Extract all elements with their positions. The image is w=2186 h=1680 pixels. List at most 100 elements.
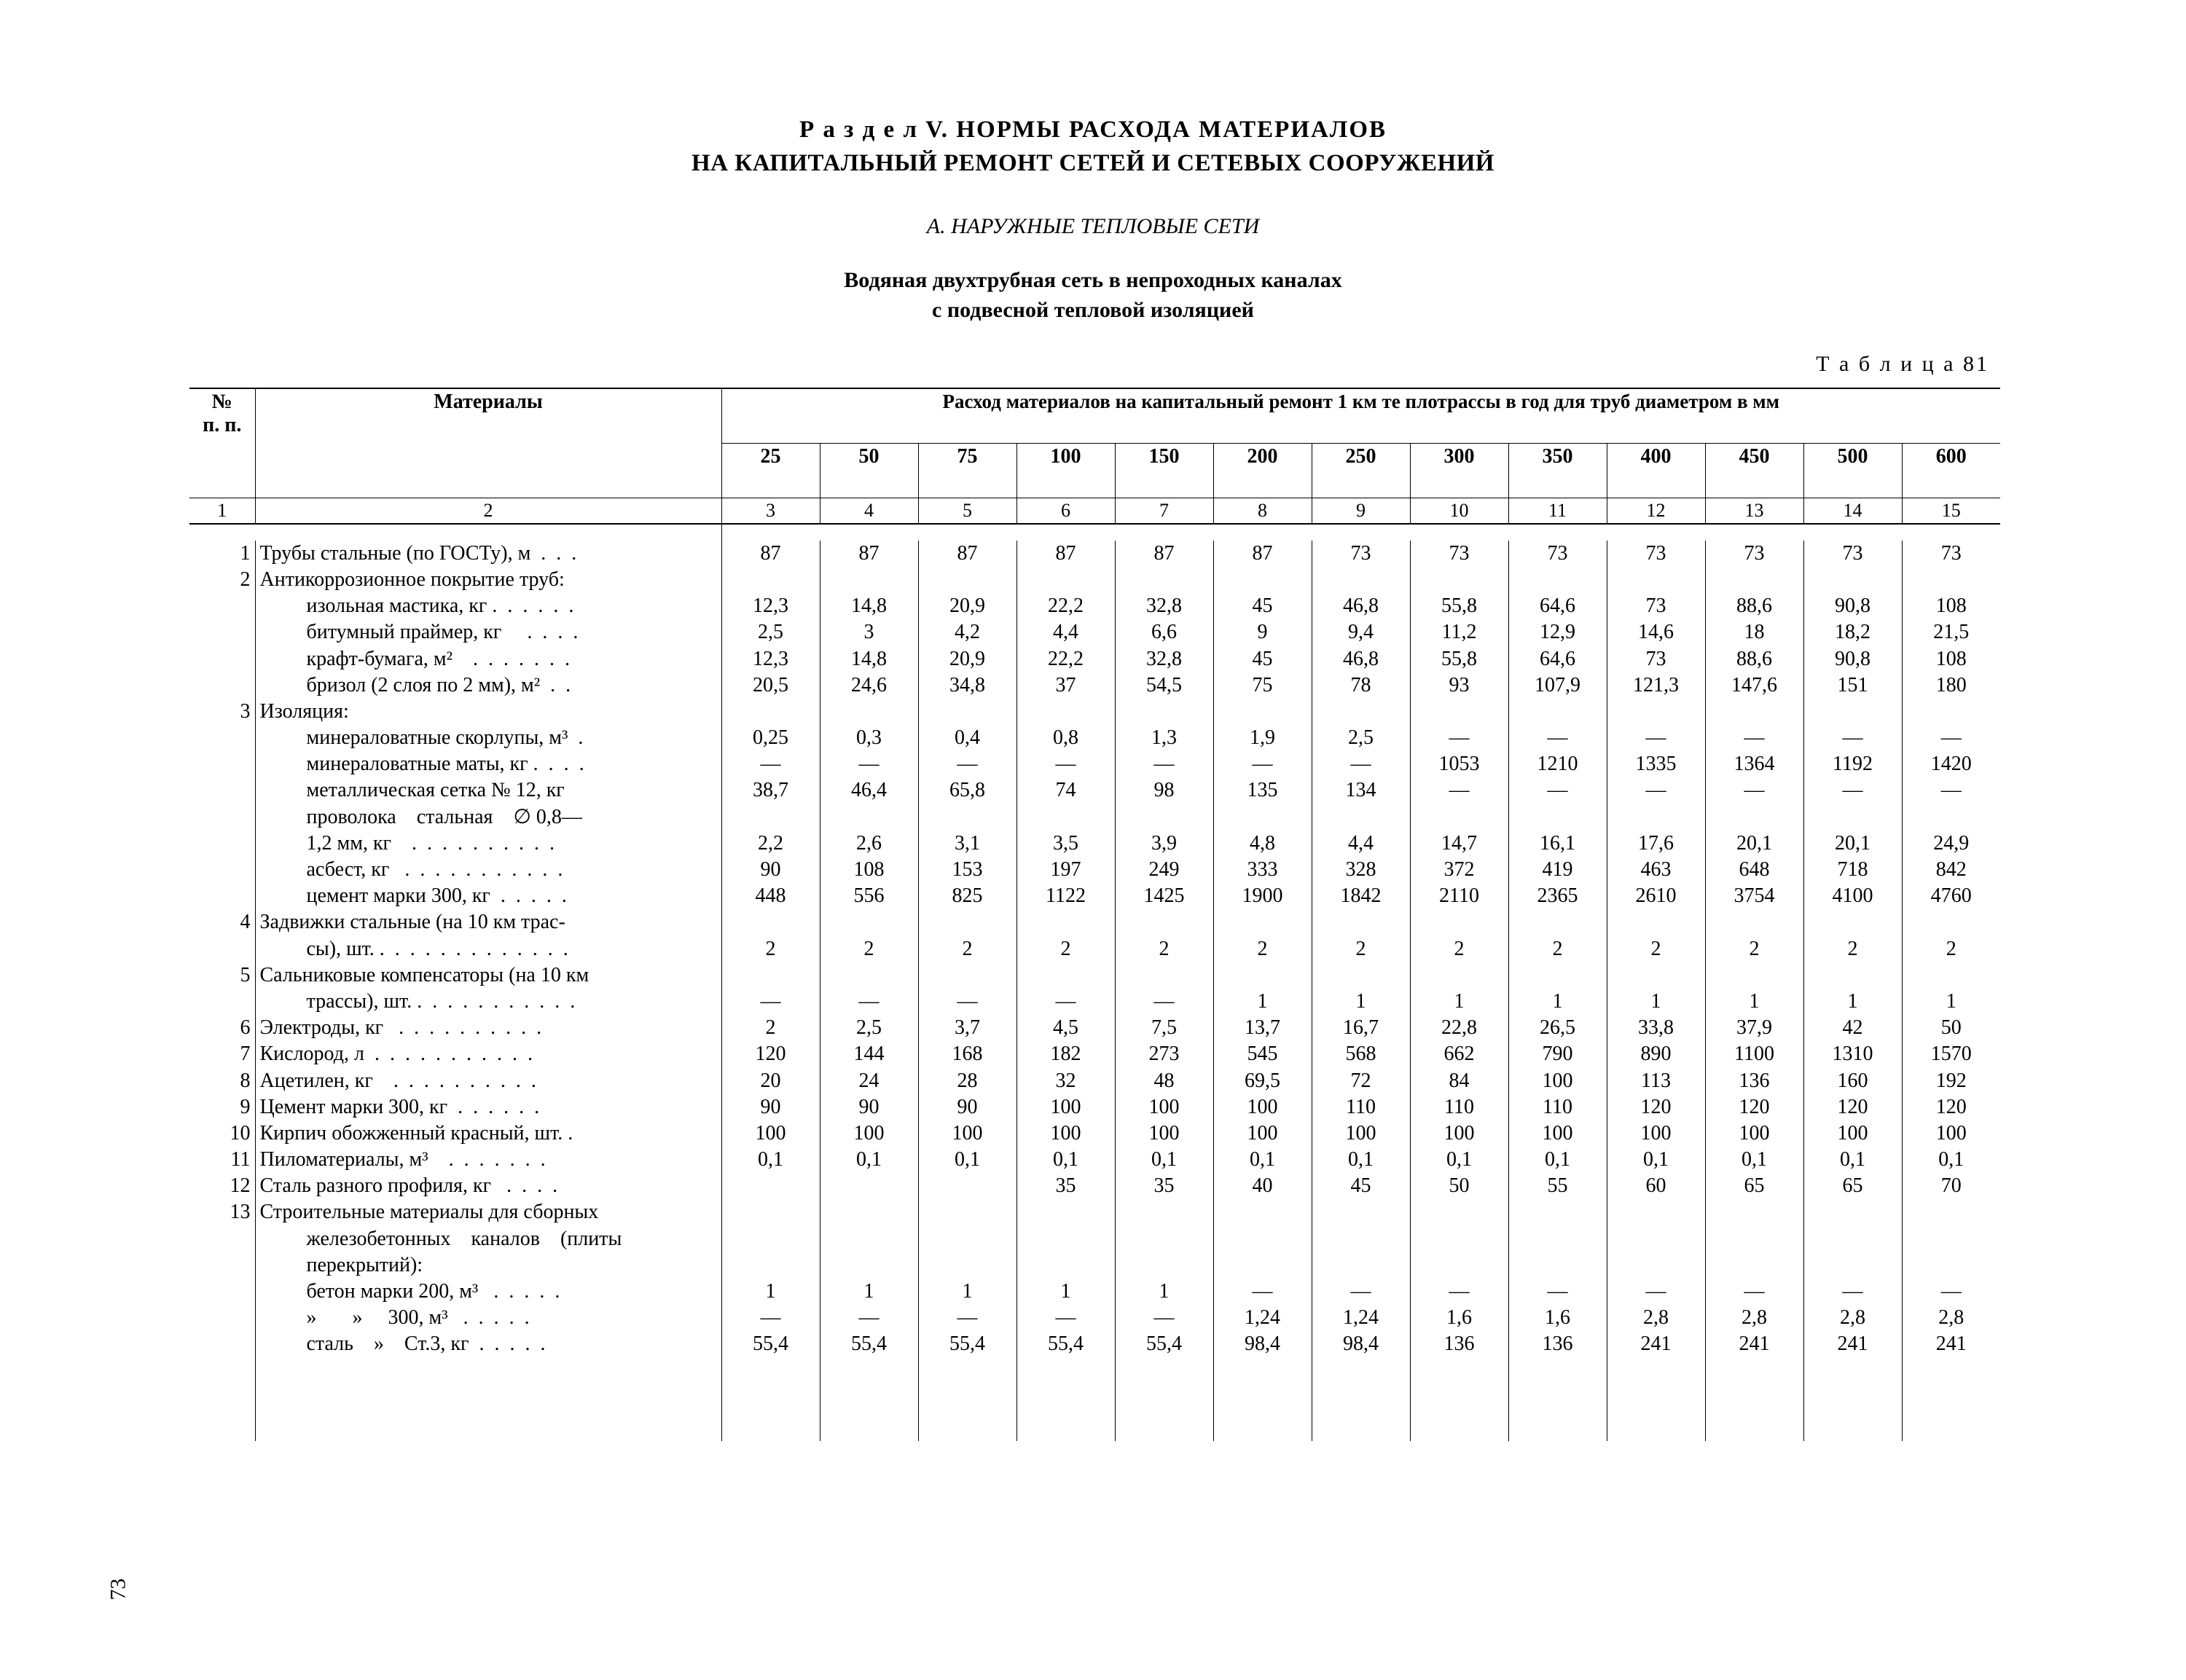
table-row: минераловатные маты, кг . . . .———————10… [189,751,2000,777]
value-cell: 100 [721,1120,820,1147]
value-cell: 26,5 [1508,1015,1607,1041]
value-cell: 1842 [1312,883,1410,909]
table-row: 1,2 мм, кг . . . . . . . . . .2,22,63,13… [189,831,2000,857]
value-cell [820,804,918,831]
value-cell [1312,1252,1410,1279]
value-cell [1016,1252,1115,1279]
value-cell: 273 [1115,1041,1213,1067]
value-cell: 3,5 [1016,831,1115,857]
value-cell: 14,8 [820,646,918,672]
value-cell [1016,1226,1115,1252]
material-name: изольная мастика, кг . . . . . . [255,593,721,619]
value-cell: 90 [721,1094,820,1120]
value-cell: 1,9 [1213,725,1312,751]
value-cell: 110 [1410,1094,1508,1120]
col-number: 2 [255,498,721,523]
value-cell: 78 [1312,672,1410,699]
value-cell [820,1199,918,1225]
value-cell: 1570 [1902,1041,2000,1067]
value-cell: — [918,751,1016,777]
table-head: № п. п. Материалы Расход материалов на к… [189,388,2000,524]
value-cell: 2 [1508,936,1607,962]
col-number: 10 [1410,498,1508,523]
row-number [189,857,255,883]
value-cell [1705,699,1803,725]
value-cell [1115,567,1213,593]
material-name: Трубы стальные (по ГОСТу), м . . . [255,541,721,567]
value-cell: — [721,1305,820,1331]
col-number: 13 [1705,498,1803,523]
value-cell [1607,962,1705,989]
value-cell [918,962,1016,989]
value-cell [1016,962,1115,989]
value-cell: 147,6 [1705,672,1803,699]
table-row: 13Строительные материалы для сборных [189,1199,2000,1225]
value-cell [918,1173,1016,1199]
value-cell: 90 [721,857,820,883]
value-cell: 20,9 [918,646,1016,672]
value-cell: — [1508,1279,1607,1305]
value-cell: 890 [1607,1041,1705,1067]
value-cell: 1,24 [1312,1305,1410,1331]
value-cell: 1,6 [1410,1305,1508,1331]
value-cell: — [1115,989,1213,1015]
value-cell: 87 [918,541,1016,567]
material-name: Пиломатериалы, м³ . . . . . . . [255,1147,721,1173]
value-cell: 73 [1410,541,1508,567]
value-cell [1312,962,1410,989]
col-number: 9 [1312,498,1410,523]
row-number: 11 [189,1147,255,1173]
page: Р а з д е л V. НОРМЫ РАСХОДА МАТЕРИАЛОВ … [0,0,2186,1680]
value-cell: 1,3 [1115,725,1213,751]
value-cell: 1122 [1016,883,1115,909]
value-cell: 2,5 [820,1015,918,1041]
table-title-2: с подвесной тепловой изоляцией [189,298,1997,323]
table-label: Т а б л и ц а 81 [189,352,1997,377]
table-row: бризол (2 слоя по 2 мм), м² . .20,524,63… [189,672,2000,699]
row-number: 4 [189,909,255,935]
value-cell: 73 [1607,541,1705,567]
value-cell: — [1312,1279,1410,1305]
value-cell [721,1226,820,1252]
value-cell: 2,6 [820,831,918,857]
value-cell: 28 [918,1068,1016,1094]
material-name: металлическая сетка № 12, кг [255,777,721,804]
value-cell [1902,1226,2000,1252]
value-cell: 463 [1607,857,1705,883]
col-head-diam: 350 [1508,443,1607,498]
col-head-diam: 150 [1115,443,1213,498]
value-cell: 7,5 [1115,1015,1213,1041]
material-name: » » 300, м³ . . . . . [255,1305,721,1331]
row-number [189,751,255,777]
value-cell: 0,1 [1705,1147,1803,1173]
value-cell [820,1173,918,1199]
value-cell: 2 [1607,936,1705,962]
value-cell: 144 [820,1041,918,1067]
value-cell: 3754 [1705,883,1803,909]
value-cell [918,804,1016,831]
value-cell [1705,804,1803,831]
value-cell: 180 [1902,672,2000,699]
material-name: битумный праймер, кг . . . . [255,619,721,645]
value-cell: — [1705,1279,1803,1305]
col-head-diam: 100 [1016,443,1115,498]
value-cell [1016,909,1115,935]
value-cell: 2,8 [1607,1305,1705,1331]
row-number [189,725,255,751]
value-cell: 87 [1115,541,1213,567]
value-cell: 73 [1607,593,1705,619]
col-head-diam: 250 [1312,443,1410,498]
value-cell [1115,699,1213,725]
value-cell: 65,8 [918,777,1016,804]
value-cell: 100 [1213,1094,1312,1120]
value-cell [1410,909,1508,935]
value-cell: 160 [1803,1068,1902,1094]
value-cell: 662 [1410,1041,1508,1067]
material-name: бетон марки 200, м³ . . . . . [255,1279,721,1305]
col-head-diam: 500 [1803,443,1902,498]
value-cell: 249 [1115,857,1213,883]
material-name: бризол (2 слоя по 2 мм), м² . . [255,672,721,699]
col-head-span: Расход материалов на капитальный ремонт … [721,388,2000,444]
value-cell: 197 [1016,857,1115,883]
value-cell: 825 [918,883,1016,909]
